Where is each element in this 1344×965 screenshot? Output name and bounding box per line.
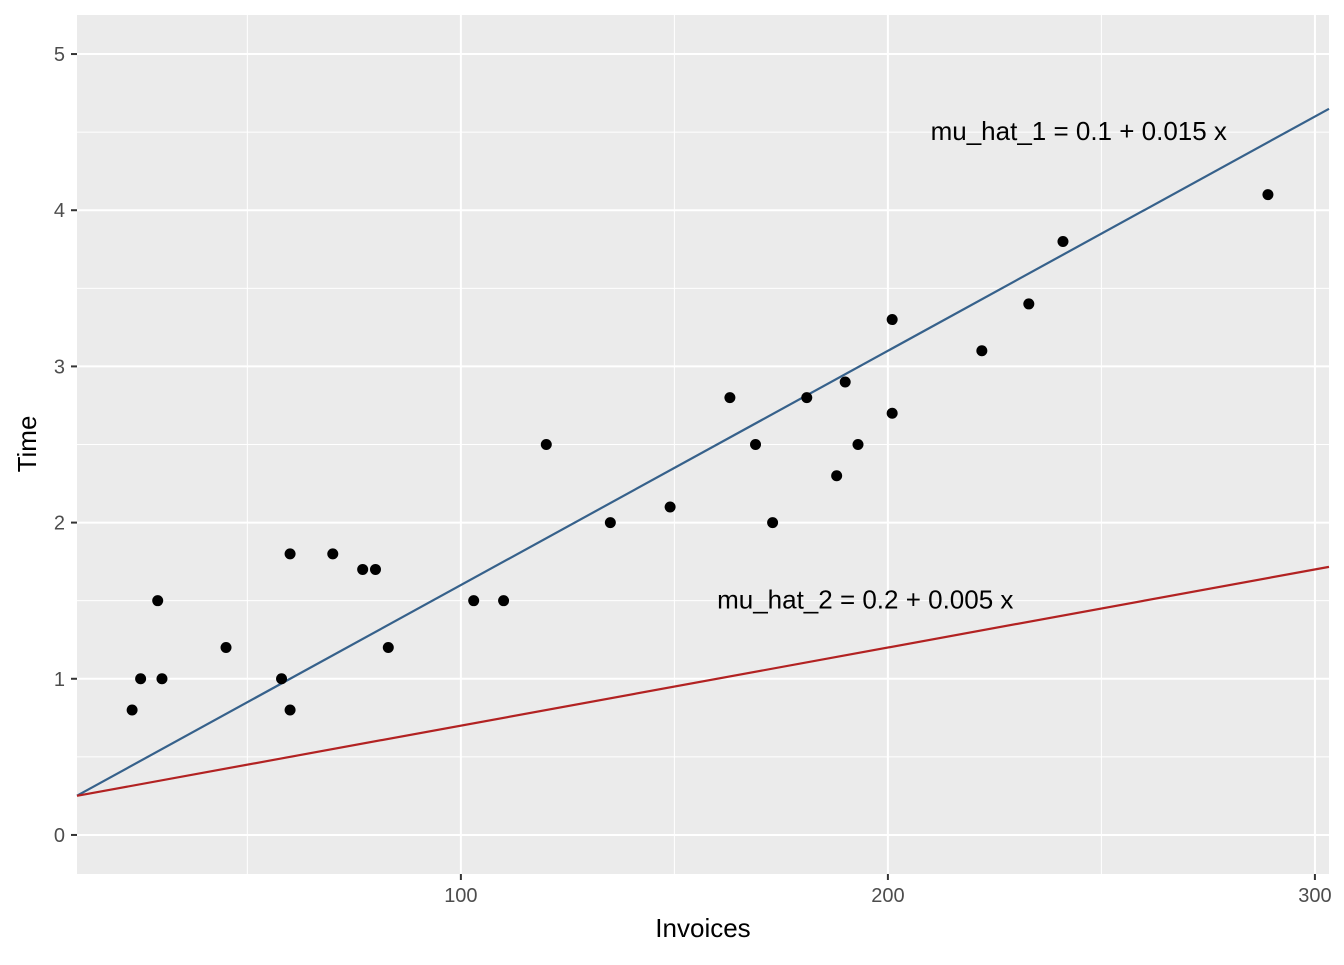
- data-point: [156, 673, 168, 685]
- data-point: [276, 673, 288, 685]
- y-tick-label: 4: [54, 200, 65, 222]
- fit-line-2: [76, 565, 1330, 797]
- y-tick-label: 0: [54, 825, 65, 847]
- data-point: [852, 439, 864, 450]
- x-tick-label: 300: [1298, 885, 1331, 907]
- data-point: [540, 439, 552, 450]
- data-point: [604, 517, 616, 529]
- data-point: [831, 470, 843, 482]
- data-point: [976, 345, 988, 357]
- data-point: [498, 595, 510, 607]
- data-point: [468, 595, 480, 607]
- data-point: [886, 407, 898, 419]
- y-tick-label: 2: [54, 513, 65, 535]
- x-tick-label: 100: [444, 885, 477, 907]
- y-axis-title: Time: [12, 416, 42, 473]
- data-point: [284, 548, 296, 560]
- data-point: [1262, 189, 1274, 201]
- data-point: [801, 392, 813, 404]
- y-tick-label: 3: [54, 356, 65, 378]
- data-point: [357, 563, 369, 575]
- data-points: [126, 189, 1274, 716]
- line-annotations: mu_hat_1 = 0.1 + 0.015 x mu_hat_2 = 0.2 +…: [717, 116, 1227, 615]
- data-point: [767, 517, 779, 529]
- data-point: [664, 501, 676, 513]
- data-point: [382, 642, 394, 654]
- y-tick-label: 5: [54, 44, 65, 66]
- data-point: [750, 439, 762, 450]
- data-point: [284, 704, 296, 716]
- data-point: [724, 392, 736, 404]
- major-gridlines: [77, 15, 1329, 874]
- data-point: [135, 673, 147, 685]
- data-point: [839, 376, 851, 388]
- data-point: [327, 548, 339, 560]
- data-point: [369, 563, 381, 575]
- fit-line-label-2: mu_hat_2 = 0.2 + 0.005 x: [717, 584, 1013, 614]
- fit-line-label-1: mu_hat_1 = 0.1 + 0.015 x: [931, 116, 1227, 146]
- data-point: [126, 704, 138, 716]
- x-axis-title: Invoices: [655, 913, 750, 943]
- data-point: [1023, 298, 1035, 310]
- x-axis: 100 200 300: [444, 874, 1332, 907]
- x-tick-label: 200: [871, 885, 904, 907]
- y-axis: 0 1 2 3 4 5: [54, 44, 77, 847]
- data-point: [220, 642, 232, 654]
- data-point: [886, 314, 898, 326]
- y-tick-label: 1: [54, 669, 65, 691]
- data-point: [152, 595, 164, 607]
- data-point: [1057, 235, 1069, 247]
